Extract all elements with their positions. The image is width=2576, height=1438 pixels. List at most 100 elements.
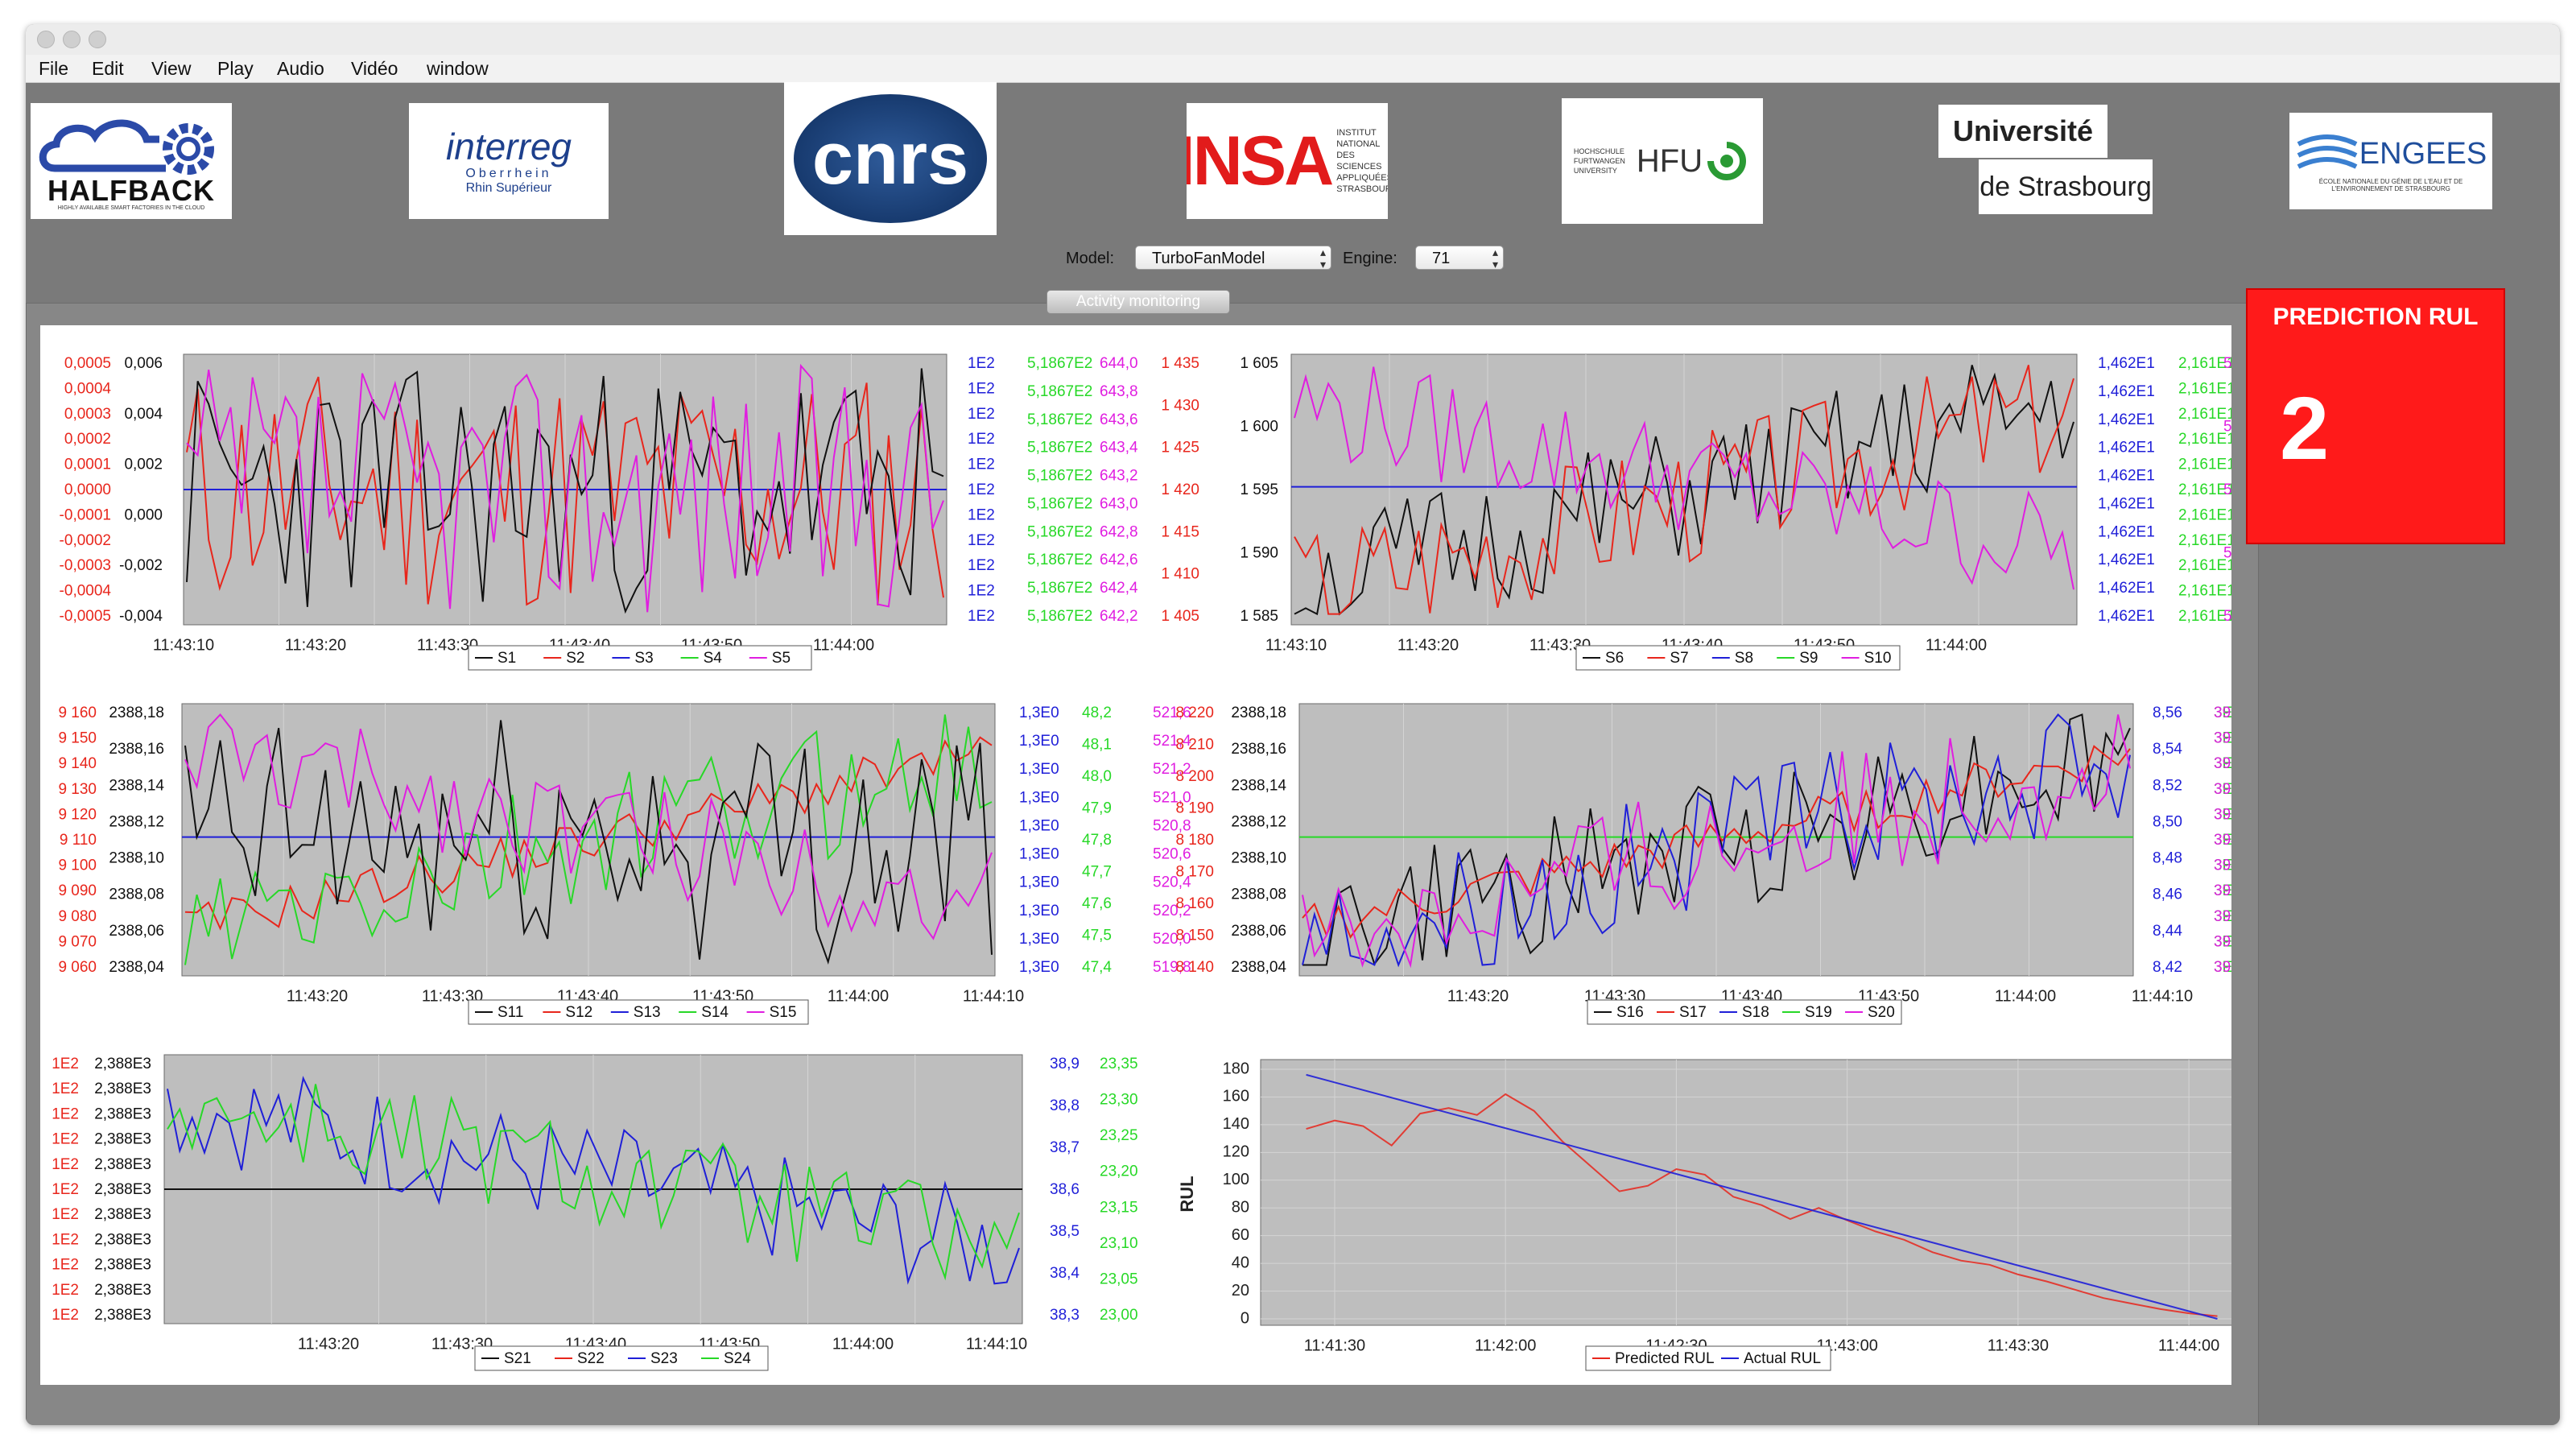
y-tick-label: 394,5 [2214, 832, 2231, 849]
y-tick-label: 2,388E3 [94, 1056, 151, 1072]
legend-label: S13 [634, 1004, 661, 1021]
legend-label: S6 [1605, 650, 1624, 667]
y-tick-label: 8 190 [1175, 800, 1214, 817]
y-tick-label: 2388,12 [109, 813, 164, 830]
y-tick-label: 2,161E1 [2178, 557, 2231, 574]
legend-label: S10 [1864, 650, 1892, 667]
y-tick-label: 2388,08 [109, 886, 164, 903]
y-tick-label: 1,462E1 [2098, 440, 2155, 457]
y-tick-label: -0,0004 [60, 583, 112, 600]
model-select[interactable]: TurboFanModel ▴ ▾ [1135, 246, 1331, 271]
y-tick-label: 520,2 [1153, 903, 1191, 919]
y-tick-label: 1E2 [52, 1206, 79, 1223]
prediction-rul-value: 2 [2280, 379, 2330, 478]
zoom-window-button[interactable] [89, 31, 106, 48]
menu-play[interactable]: Play [217, 58, 254, 79]
x-tick-label: 11:44:00 [1926, 636, 1987, 654]
y-tick-label: 1E2 [52, 1131, 79, 1148]
y-tick-label: 2,161E1 [2178, 608, 2231, 625]
y-tick-label: 1,3E0 [1019, 761, 1059, 778]
y-tick-label: 2,388E3 [94, 1307, 151, 1324]
y-tick-label: 1 420 [1161, 481, 1199, 498]
rul-y-tick-label: 100 [1223, 1171, 1249, 1188]
y-tick-label: 8,44 [2153, 923, 2182, 940]
y-tick-label: 1E2 [52, 1257, 79, 1274]
y-tick-label: -0,002 [119, 557, 163, 574]
charts-panel: 0,0005 0,0004 0,0003 0,0002 0,0001 0,0000 -0,0… [40, 325, 2262, 1385]
y-tick-label: 2388,14 [109, 777, 164, 794]
y-tick-label: 9 150 [58, 730, 97, 747]
y-tick-label: 2,388E3 [94, 1282, 151, 1299]
y-tick-label: 38,8 [1050, 1097, 1080, 1114]
y-tick-label: 1E2 [968, 380, 995, 397]
close-window-button[interactable] [37, 31, 55, 48]
y-tick-label: 8 140 [1175, 959, 1214, 976]
legend-label: S11 [497, 1004, 523, 1021]
engees-wordmark: ENGEES [2359, 136, 2487, 171]
y-tick-label: 9 130 [58, 781, 97, 798]
y-tick-label: 1,3E0 [1019, 903, 1059, 919]
menu-bar: File Edit View Play Audio Vidéo window [26, 55, 2560, 83]
menu-file[interactable]: File [39, 58, 69, 79]
halfback-wordmark: HALFBACK [47, 173, 215, 207]
tab-activity-monitoring[interactable]: Activity monitoring [1046, 290, 1230, 314]
y-tick-label: 2388,10 [1231, 850, 1286, 867]
y-tick-label: 23,25 [1100, 1127, 1138, 1144]
y-tick-label: 1E2 [52, 1156, 79, 1173]
unistra-logo-top: Université [1938, 105, 2107, 158]
y-tick-label: 0,0000 [64, 481, 111, 498]
series-line [186, 363, 944, 613]
stepper-arrows-icon: ▴ ▾ [1319, 246, 1326, 271]
rul-x-tick-label: 11:43:30 [1988, 1337, 2049, 1354]
y-tick-label: 0,0004 [64, 380, 112, 397]
menu-video[interactable]: Vidéo [351, 58, 398, 79]
menu-audio[interactable]: Audio [277, 58, 324, 79]
unistra-universite: Université [1952, 114, 2094, 147]
y-tick-label: 553,5 [2223, 355, 2231, 372]
stepper-arrows-icon: ▴ ▾ [1492, 246, 1498, 271]
rul-y-tick-label: 60 [1232, 1226, 1249, 1244]
menu-edit[interactable]: Edit [92, 58, 124, 79]
y-tick-label: -0,0003 [60, 557, 111, 574]
rul-x-tick-label: 11:42:00 [1475, 1337, 1536, 1354]
rul-y-tick-label: 160 [1223, 1088, 1249, 1105]
insa-logo: INSA INSTITUT NATIONAL DES SCIENCES APPL… [1187, 103, 1388, 219]
y-tick-label: 38,4 [1050, 1265, 1080, 1282]
y-tick-label: 519,8 [1153, 959, 1191, 976]
series-line [1302, 713, 2131, 966]
y-tick-label: 520,8 [1153, 817, 1191, 834]
y-tick-label: 38,6 [1050, 1181, 1080, 1198]
y-tick-label: 1,3E0 [1019, 959, 1059, 976]
y-tick-label: 642,4 [1100, 580, 1138, 597]
hfu-swirl-icon [1707, 142, 1747, 180]
x-tick-label: 11:44:10 [966, 1335, 1027, 1353]
y-tick-label: 2,388E3 [94, 1206, 151, 1223]
engine-select[interactable]: 71 ▴ ▾ [1415, 246, 1504, 271]
y-tick-label: 1,462E1 [2098, 608, 2155, 625]
y-tick-label: 2388,04 [1231, 959, 1286, 976]
y-tick-label: 23,05 [1100, 1271, 1138, 1287]
y-tick-label: 1 410 [1161, 566, 1199, 583]
model-label: Model: [1066, 250, 1115, 267]
x-tick-label: 11:43:30 [1530, 636, 1591, 654]
y-tick-label: 1 405 [1161, 608, 1199, 625]
y-tick-label: 644,0 [1100, 355, 1138, 372]
y-tick-label: 48,2 [1082, 705, 1112, 721]
minimize-window-button[interactable] [63, 31, 80, 48]
y-tick-label: 394,0 [2214, 857, 2231, 874]
y-tick-label: 2388,16 [1231, 741, 1286, 758]
halfback-tagline: HIGHLY AVAILABLE SMART FACTORIES IN THE … [57, 205, 205, 211]
y-tick-label: 5,1867E2 [1027, 468, 1092, 485]
x-tick-label: 11:44:00 [828, 987, 889, 1005]
y-tick-label: 1,462E1 [2098, 468, 2155, 485]
legend-box [474, 1345, 769, 1371]
y-tick-label: 2388,14 [1231, 777, 1286, 794]
series-line [1294, 365, 2074, 615]
y-tick-label: 1,462E1 [2098, 355, 2155, 372]
menu-window[interactable]: window [427, 58, 489, 79]
y-tick-label: 392,0 [2214, 959, 2231, 976]
legend-label: S2 [566, 650, 584, 667]
x-tick-label: 11:44:00 [1995, 987, 2056, 1005]
y-tick-label: 5,1867E2 [1027, 608, 1092, 625]
menu-view[interactable]: View [151, 58, 192, 79]
